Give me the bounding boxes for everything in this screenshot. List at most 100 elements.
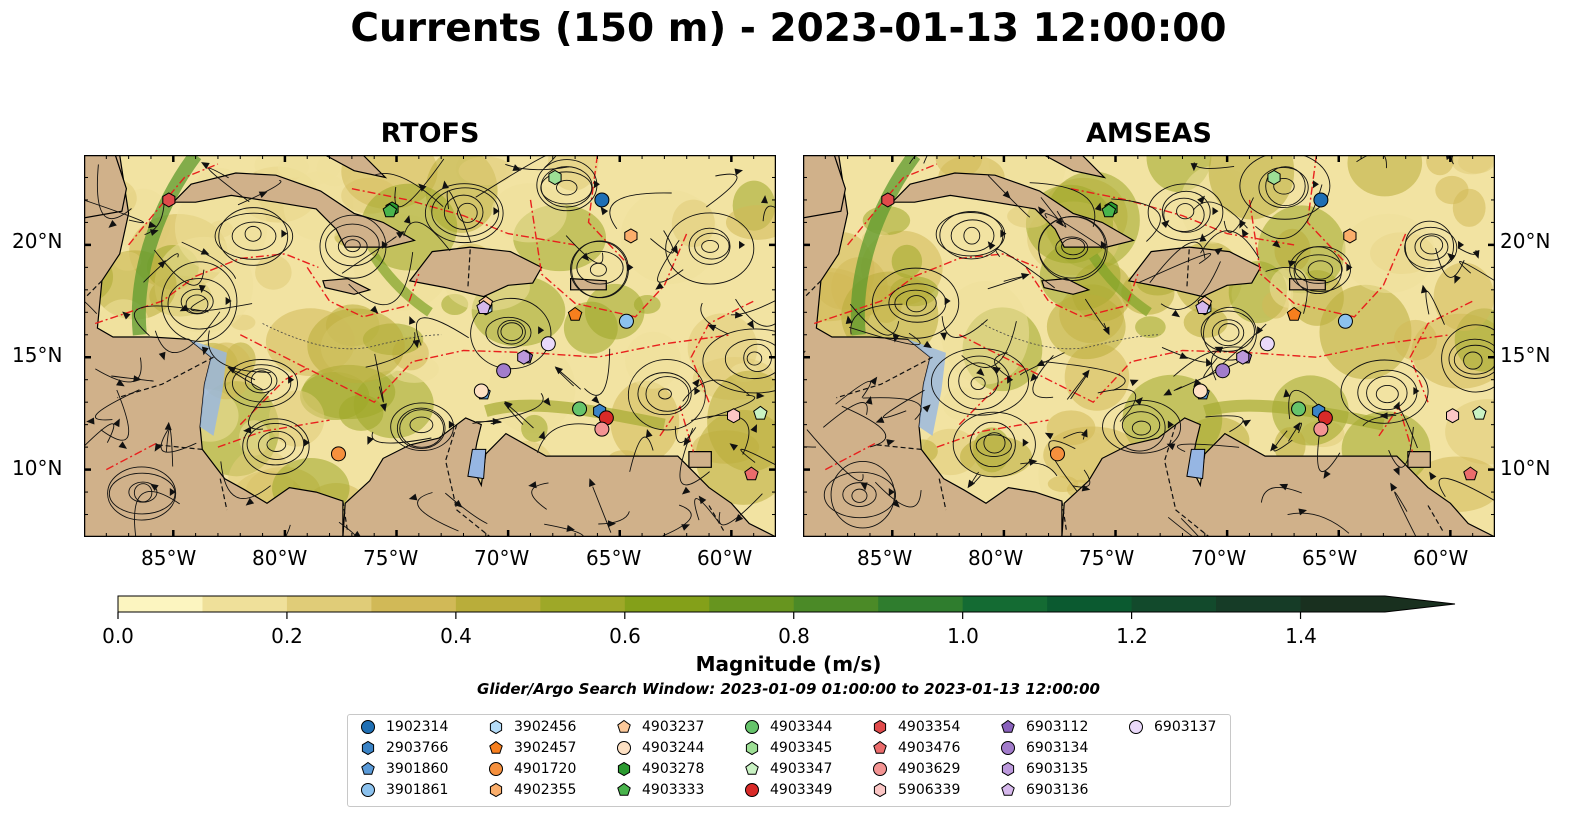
float-marker-4902355	[624, 228, 638, 244]
float-marker-4903333	[382, 203, 398, 218]
eez-boundary	[1306, 155, 1351, 268]
search-window-text: Glider/Argo Search Window: 2023-01-09 01…	[477, 680, 1100, 698]
country-border	[938, 478, 947, 511]
eez-boundary	[105, 441, 159, 471]
float-marker-3901861	[618, 313, 634, 329]
legend-label: 6903134	[1026, 740, 1089, 756]
legend-item-4903333: 4903333	[616, 780, 704, 800]
eez-boundary	[128, 163, 219, 246]
eez-boundary	[958, 367, 1027, 426]
legend-label: 6903136	[1026, 782, 1089, 798]
circle-marker-icon	[361, 720, 375, 734]
float-marker-4902355	[1343, 228, 1357, 244]
eez-boundary	[1248, 199, 1407, 318]
lon-tick-label: 85°W	[857, 546, 913, 570]
float-marker-6903136	[476, 300, 491, 314]
float-marker-3902457	[1286, 306, 1302, 321]
legend-label: 4903345	[770, 740, 833, 756]
circle-marker-icon	[745, 720, 759, 734]
pentagon-marker-icon	[873, 740, 887, 754]
lat-tick-label: 20°N	[1500, 229, 1551, 253]
eez-boundary	[1409, 300, 1474, 403]
country-border	[1061, 500, 1067, 531]
lon-tick-label: 70°W	[474, 546, 530, 570]
float-marker-4903333	[1101, 203, 1117, 218]
circle-marker-icon	[489, 762, 503, 776]
colorbar-tick-label: 1.2	[1116, 624, 1148, 648]
legend-item-2903766: 2903766	[360, 738, 448, 758]
colorbar-segment	[962, 596, 1048, 612]
float-marker-4903354	[881, 192, 895, 208]
float-marker-4903476	[1463, 466, 1478, 481]
legend-label: 4903244	[642, 740, 705, 756]
landmass	[84, 155, 128, 219]
float-marker-4903345	[1267, 169, 1281, 186]
legend-item-4903345: 4903345	[744, 738, 832, 758]
lon-tick-label: 60°W	[697, 546, 753, 570]
colorbar-segment	[1216, 596, 1302, 612]
legend-label: 6903135	[1026, 761, 1089, 777]
eez-boundary	[306, 267, 420, 318]
colorbar-segment	[1131, 596, 1217, 612]
legend-item-3902457: 3902457	[488, 738, 576, 758]
legend-label: 4903354	[898, 719, 961, 735]
streamlines	[803, 155, 1495, 537]
lon-tick-label: 80°W	[968, 546, 1024, 570]
colorbar-segment	[540, 596, 626, 612]
legend-label: 4903344	[770, 719, 833, 735]
pentagon-marker-icon	[617, 782, 631, 796]
lat-tick-label: 15°N	[1500, 343, 1551, 367]
landmass	[688, 451, 712, 468]
colorbar-tick-label: 0.8	[778, 624, 810, 648]
eez-boundary	[94, 253, 319, 325]
lon-tick-label: 65°W	[586, 546, 642, 570]
colorbar-segment	[624, 596, 710, 612]
float-marker-1902314	[594, 192, 610, 208]
landmass	[803, 155, 1063, 537]
panel-title-rtofs: RTOFS	[380, 118, 480, 149]
legend-item-4903476: 4903476	[872, 738, 960, 758]
eez-boundary	[847, 163, 938, 246]
lat-tick-label: 10°N	[12, 456, 63, 480]
float-marker-6903137	[1259, 336, 1275, 352]
legend-item-5906339: 5906339	[872, 780, 960, 800]
circle-marker-icon	[1001, 741, 1015, 755]
landmass	[1043, 155, 1107, 179]
legend-label: 3901860	[386, 761, 449, 777]
float-marker-5906339	[1446, 408, 1460, 424]
float-marker-4901720	[330, 446, 346, 462]
legend-item-4903244: 4903244	[616, 738, 704, 758]
colorbar-extend-arrow	[1385, 596, 1455, 612]
amseas-map	[803, 155, 1495, 537]
pentagon-marker-icon	[1001, 782, 1015, 796]
figure-title: Currents (150 m) - 2023-01-13 12:00:00	[350, 6, 1227, 51]
country-border	[836, 356, 933, 399]
country-border	[342, 500, 348, 531]
colorbar-tick-label: 0.0	[102, 624, 134, 648]
legend-label: 5906339	[898, 782, 961, 798]
legend-item-4903349: 4903349	[744, 780, 832, 800]
float-marker-4903244	[1192, 383, 1208, 399]
float-marker-4903244	[473, 383, 489, 399]
lat-tick-label: 20°N	[12, 229, 63, 253]
float-marker-4903345	[548, 169, 562, 186]
landmass	[570, 277, 607, 291]
eez-boundary	[217, 419, 330, 448]
colorbar-tick-label: 0.4	[440, 624, 472, 648]
circle-marker-icon	[617, 741, 631, 755]
legend-item-6903137: 6903137	[1128, 717, 1216, 737]
eez-boundary	[587, 155, 632, 268]
hexagon-marker-icon	[489, 719, 503, 735]
lon-tick-label: 70°W	[1191, 546, 1247, 570]
colorbar-tick-label: 1.4	[1285, 624, 1317, 648]
float-marker-6903135	[1236, 349, 1250, 365]
country-border	[219, 478, 228, 511]
country-border	[85, 280, 103, 298]
legend-label: 3901861	[386, 782, 449, 798]
legend-item-3901861: 3901861	[360, 780, 448, 800]
legend-label: 6903137	[1154, 719, 1217, 735]
lon-tick-label: 85°W	[141, 546, 197, 570]
colorbar-segment	[202, 596, 288, 612]
circle-marker-icon	[1129, 720, 1143, 734]
lat-tick-label: 15°N	[12, 343, 63, 367]
